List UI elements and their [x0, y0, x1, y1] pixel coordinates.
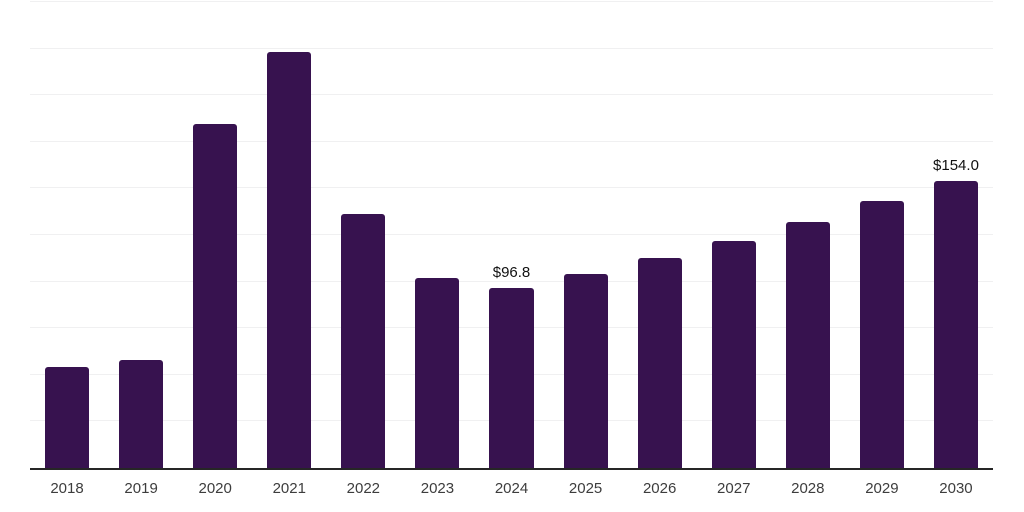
bar-group-2024: $96.8: [489, 2, 534, 468]
bar-group-2028: [785, 2, 830, 468]
x-tick-label-2025: 2025: [568, 480, 603, 497]
bar-group-2029: [859, 2, 904, 468]
x-tick-label-2019: 2019: [124, 480, 158, 497]
bar-2023: [415, 277, 460, 468]
gridline-225: [30, 47, 993, 49]
x-axis-labels: 2018 2019 2020 2021 2022 2023 2024 2025 2026 2027…: [30, 470, 993, 512]
gridline-150: [30, 187, 993, 189]
x-tick-label-2020: 2020: [198, 480, 232, 497]
bar-group-2022: [341, 2, 386, 468]
x-tick-label-2027: 2027: [717, 480, 751, 497]
x-tick-label-2024: 2024: [494, 480, 529, 497]
bar-2019: [119, 359, 164, 468]
bar-group-2027: [711, 2, 756, 468]
bar-group-2021: [267, 2, 312, 468]
bar-value-label-2024: $96.8: [492, 264, 531, 282]
bar-2029: [859, 201, 904, 468]
x-tick-label-2029: 2029: [865, 480, 899, 497]
gridline-200: [30, 94, 993, 96]
bar-value-label-2030: $154.0: [933, 157, 979, 175]
gridline-100: [30, 280, 993, 282]
bar-2018: [45, 367, 90, 468]
x-tick-label-2021: 2021: [272, 480, 306, 497]
bar-group-2026: [637, 2, 682, 468]
x-tick-label-2018: 2018: [50, 480, 84, 497]
bar-group-2018: [45, 2, 90, 468]
bar-2022: [341, 214, 386, 468]
bar-group-2030: $154.0: [933, 2, 979, 468]
x-tick-label-2023: 2023: [420, 480, 455, 497]
bar-group-2019: [119, 2, 164, 468]
bar-2020: [193, 124, 238, 468]
x-tick-label-2026: 2026: [642, 480, 677, 497]
x-tick-label-2028: 2028: [791, 480, 825, 497]
bar-2021: [267, 52, 312, 468]
x-tick-label-2022: 2022: [346, 480, 381, 497]
bar-2028: [785, 222, 830, 468]
bar-group-2023: [415, 2, 460, 468]
bar-2027: [711, 240, 756, 468]
bar-2030: [933, 180, 979, 468]
gridline-175: [30, 140, 993, 142]
bar-2025: [563, 273, 608, 468]
gridline-125: [30, 234, 993, 235]
bar-group-2020: [193, 2, 238, 468]
bar-2024: [489, 287, 534, 468]
bars: $96.8 $154.0: [30, 2, 993, 468]
x-tick-label-2030: 2030: [939, 480, 973, 497]
gridline-250: [30, 1, 993, 2]
bar-group-2025: [563, 2, 608, 468]
bar-2026: [637, 257, 682, 468]
plot-area: $96.8 $154.0: [30, 1, 993, 470]
